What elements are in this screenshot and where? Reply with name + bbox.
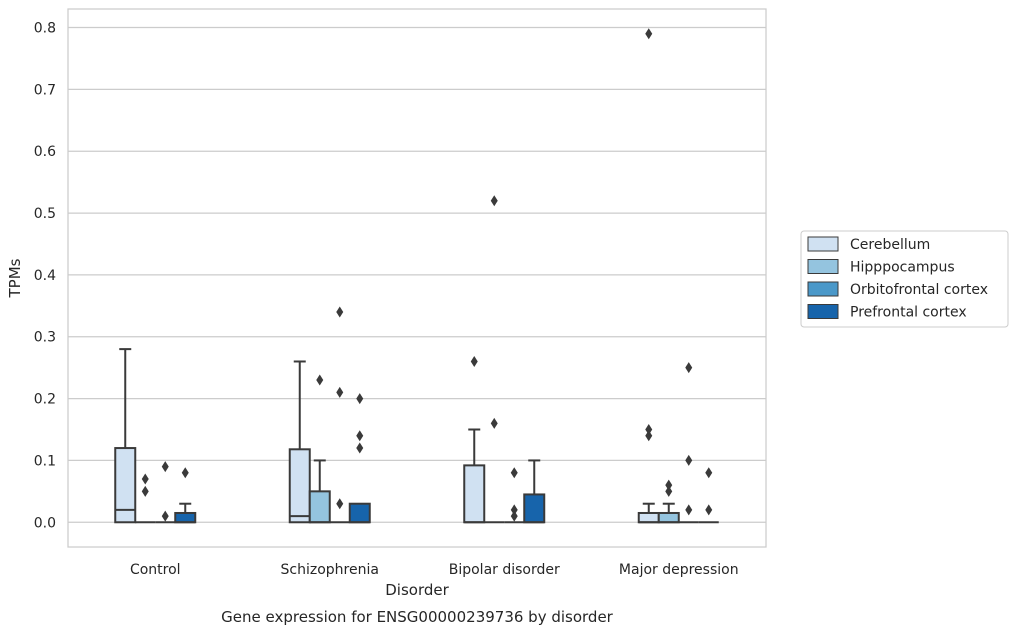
y-tick-label: 0.7 — [34, 82, 56, 98]
legend[interactable]: Cerebellum Hipppocampus Orbitofrontal cort… — [800, 230, 1009, 328]
box-body — [174, 511, 197, 524]
legend-swatch — [807, 236, 839, 252]
box-body — [523, 493, 546, 524]
legend-item: Hipppocampus — [807, 259, 955, 276]
legend-swatch — [807, 304, 839, 319]
y-tick-labels: 0.0 0.1 0.2 0.3 0.4 0.5 0.6 0.7 0.8 — [34, 21, 56, 532]
outlier-point — [685, 362, 693, 374]
legend-swatch — [807, 281, 839, 297]
legend-item: Cerebellum — [807, 236, 930, 253]
outlier-point — [705, 504, 713, 516]
outlier-point — [490, 417, 498, 429]
y-tick-label: 0.8 — [34, 21, 56, 37]
legend-label: Prefrontal cortex — [850, 305, 967, 321]
plot-frame — [67, 8, 767, 548]
outlier-point — [510, 504, 518, 516]
outlier-point — [336, 386, 344, 398]
legend-frame — [800, 230, 1009, 328]
box-cerebellum — [637, 28, 660, 524]
box-prefrontal-cortex — [523, 459, 546, 524]
legend-label: Hipppocampus — [850, 260, 955, 276]
boxes-layer — [114, 28, 719, 524]
box-hipppocampus — [308, 374, 331, 524]
x-tick-label: Major depression — [619, 562, 739, 578]
box-body — [348, 502, 371, 524]
x-tick-label: Control — [130, 562, 181, 578]
outlier-point — [665, 485, 673, 497]
outlier-point — [645, 424, 653, 436]
box-orbitofrontal-cortex — [329, 306, 350, 524]
outlier-point — [356, 430, 364, 442]
y-tick-label: 0.4 — [34, 268, 56, 284]
y-tick-label: 0.0 — [34, 515, 56, 531]
outlier-point — [645, 430, 653, 442]
outlier-point — [510, 510, 518, 522]
outlier-point — [181, 467, 189, 479]
box-body — [637, 511, 660, 524]
x-axis-label: Disorder — [385, 581, 449, 599]
y-tick-label: 0.6 — [34, 144, 56, 160]
outlier-point — [665, 479, 673, 491]
y-tick-label: 0.2 — [34, 392, 56, 408]
outlier-point — [356, 393, 364, 405]
outlier-point — [470, 355, 478, 367]
box-body — [308, 490, 331, 524]
y-tick-label: 0.5 — [34, 206, 56, 222]
legend-label: Cerebellum — [850, 237, 930, 253]
y-tick-label: 0.3 — [34, 330, 56, 346]
box-body — [114, 447, 137, 524]
outlier-point — [336, 498, 344, 510]
box-body — [288, 448, 311, 524]
outlier-point — [510, 467, 518, 479]
outlier-point — [685, 504, 693, 516]
outlier-point — [161, 510, 169, 522]
box-orbitofrontal-cortex — [155, 461, 176, 524]
box-cerebellum — [288, 360, 311, 524]
outlier-point — [316, 374, 324, 386]
box-hipppocampus — [657, 479, 680, 524]
x-tick-label: Schizophrenia — [281, 562, 379, 578]
outlier-point — [645, 28, 653, 40]
chart-title: Gene expression for ENSG00000239736 by d… — [221, 608, 614, 626]
legend-item: Orbitofrontal cortex — [807, 281, 988, 298]
x-tick-label: Bipolar disorder — [449, 562, 560, 578]
box-hipppocampus — [135, 473, 156, 524]
outlier-point — [161, 461, 169, 473]
box-body — [463, 464, 486, 524]
box-prefrontal-cortex — [174, 467, 197, 524]
outlier-point — [141, 473, 149, 485]
grid-layer — [68, 26, 766, 523]
y-axis-label: TPMs — [6, 258, 24, 298]
box-orbitofrontal-cortex — [504, 467, 525, 524]
legend-item: Prefrontal cortex — [807, 304, 967, 321]
box-cerebellum — [114, 348, 137, 524]
outlier-point — [685, 454, 693, 466]
outlier-point — [356, 442, 364, 454]
box-cerebellum — [463, 355, 486, 524]
outlier-point — [705, 467, 713, 479]
y-tick-label: 0.1 — [34, 453, 56, 469]
x-tick-labels: Control Schizophrenia Bipolar disorder Majo… — [130, 562, 739, 578]
legend-swatch — [807, 259, 839, 274]
outlier-point — [336, 306, 344, 318]
outlier-point — [490, 195, 498, 207]
box-body — [657, 511, 680, 524]
box-hipppocampus — [484, 195, 505, 524]
legend-label: Orbitofrontal cortex — [850, 282, 988, 298]
box-prefrontal-cortex — [348, 393, 371, 524]
outlier-point — [141, 485, 149, 497]
box-orbitofrontal-cortex — [678, 362, 699, 524]
box-prefrontal-cortex — [698, 467, 719, 524]
